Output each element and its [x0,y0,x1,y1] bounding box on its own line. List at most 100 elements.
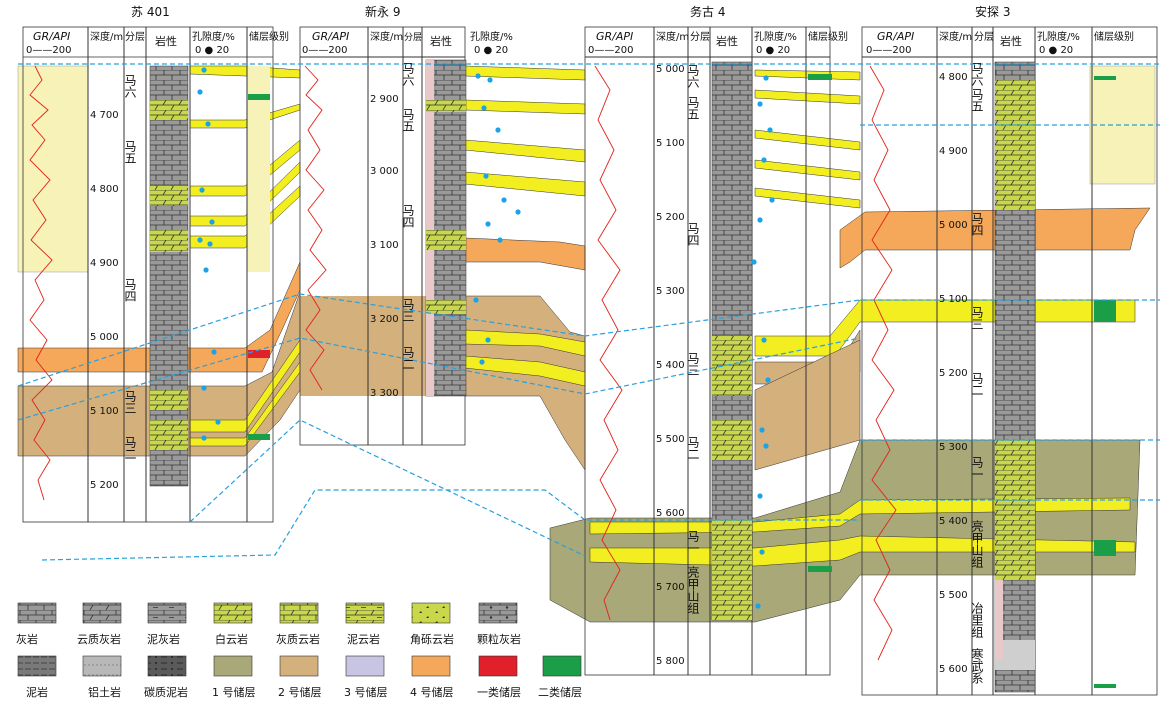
legend-label: 灰质云岩 [276,632,320,646]
legend-swatch-dolo-limestone [82,602,122,624]
gr-curves [29,65,897,661]
depth-track-xinyong9: 2 900 3 000 3 100 3 200 3 300 [370,94,399,399]
layer-label: 马二 [401,346,415,370]
layer-label: 马五 [686,96,700,120]
layer-label: 马六 [970,62,984,86]
depth-label: 5 600 [656,508,685,519]
legend-swatch-mudstone [17,655,57,677]
legend-label: 4 号储层 [410,685,454,699]
header-lith: 岩性 [1000,34,1022,48]
depth-label: 5 500 [939,590,968,601]
layer-label: 马六 [686,64,700,88]
depth-label: 5 100 [656,138,685,149]
header-gr: GR/API [312,30,349,43]
depth-label: 5 100 [90,406,119,417]
depth-label: 5 300 [939,442,968,453]
depth-label: 5 000 [90,332,119,343]
depth-label: 4 700 [90,110,119,121]
legend-swatch-lime-dolomite [279,602,319,624]
legend-swatch-marl [147,602,187,624]
layer-label: 亮甲山组 [970,519,984,568]
legend-label: 一类储层 [477,685,521,699]
header-depth: 深度/m [656,30,689,43]
legend-label: 二类储层 [538,685,582,699]
depth-label: 3 100 [370,240,399,251]
layer-label: 马四 [686,222,700,246]
layer-label: 马一 [686,530,700,554]
legend-swatch-dolomite [213,602,253,624]
well-name-xinyong9: 新永 9 [365,4,400,19]
depth-label: 5 000 [939,220,968,231]
legend-label: 2 号储层 [278,685,322,699]
header-gr-scale: 0——200 [302,45,347,56]
layer-label: 马二 [970,372,984,396]
header-lith: 岩性 [155,34,177,48]
header-por-scale: 0 ● 20 [474,45,508,56]
legend: 灰岩 云质灰岩 泥灰岩 白云岩 灰质云岩 泥云岩 角砾云岩 颗粒灰岩 泥岩 铝土… [16,602,582,699]
depth-label: 3 000 [370,166,399,177]
legend-label: 白云岩 [215,632,248,646]
layer-label: 马六 [401,62,415,86]
layer-track-wugu4: 马六 马五 马四 马三 马二 马一 亮甲山组 [686,64,700,614]
legend-swatch-bauxite [82,655,122,677]
layer-label: 马四 [123,278,137,302]
legend-label: 3 号储层 [344,685,388,699]
layer-label: 马二 [686,436,700,460]
depth-label: 5 400 [939,516,968,527]
layer-label: 马五 [123,140,137,164]
depth-label: 5 100 [939,294,968,305]
header-depth: 深度/m [370,30,403,43]
legend-label: 泥云岩 [347,632,380,646]
depth-track-antan3: 4 800 4 900 5 000 5 100 5 200 5 300 5 40… [939,72,968,675]
legend-swatch-breccia-dolomite [411,602,451,624]
header-por: 孔隙度/% [1037,30,1080,43]
header-layer: 分层 [125,31,145,43]
header-grade: 储层级别 [1094,30,1134,43]
legend-swatch-argil-dolomite [345,602,385,624]
depth-label: 5 200 [90,480,119,491]
legend-swatch-reservoir-1 [213,655,253,677]
layer-track-antan3: 马六 马五 马四 马三 马二 马一 亮甲山组 冶里组 寒武系 [970,62,984,684]
well-xinyong9 [299,26,467,446]
header-gr-scale: 0——200 [866,45,911,56]
well-name-wugu4: 务古 4 [690,4,725,19]
header-layer: 分层 [690,31,710,43]
well-antan3 [861,26,1158,696]
well-name-su401: 苏 401 [131,5,170,19]
header-gr-scale: 0——200 [588,45,633,56]
depth-label: 2 900 [370,94,399,105]
legend-swatch-grain-limestone [478,602,518,624]
header-gr: GR/API [33,30,70,43]
depth-label: 5 800 [656,656,685,667]
depth-track-wugu4: 5 000 5 100 5 200 5 300 5 400 5 500 5 60… [656,64,685,667]
header-depth: 深度/m [90,30,123,43]
depth-label: 4 900 [939,146,968,157]
header-grade: 储层级别 [249,30,289,43]
legend-swatch-class-2 [542,655,582,677]
legend-label: 碳质泥岩 [144,685,188,699]
layer-label: 寒武系 [970,647,984,684]
well-su401 [22,26,274,523]
layer-label: 马五 [401,108,415,132]
depth-label: 4 800 [939,72,968,83]
layer-label: 马五 [970,88,984,112]
legend-label: 角砾云岩 [410,632,454,646]
legend-label: 铝土岩 [88,685,121,699]
legend-label: 1 号储层 [212,685,256,699]
depth-label: 4 900 [90,258,119,269]
legend-label: 灰岩 [16,632,38,646]
header-por: 孔隙度/% [192,30,235,43]
header-por: 孔隙度/% [470,30,513,43]
legend-swatch-carbon-mudstone [147,655,187,677]
layer-track-su401: 马六 马五 马四 马三 马二 [123,74,137,460]
depth-label: 4 800 [90,184,119,195]
legend-swatch-reservoir-3 [345,655,385,677]
layer-label: 马一 [970,456,984,480]
depth-label: 5 200 [656,212,685,223]
porosity-dots [197,67,775,609]
header-lith: 岩性 [430,34,452,48]
legend-label: 泥灰岩 [147,632,180,646]
well-wugu4 [584,26,832,676]
header-por-scale: 0 ● 20 [1039,45,1073,56]
depth-label: 3 200 [370,314,399,325]
